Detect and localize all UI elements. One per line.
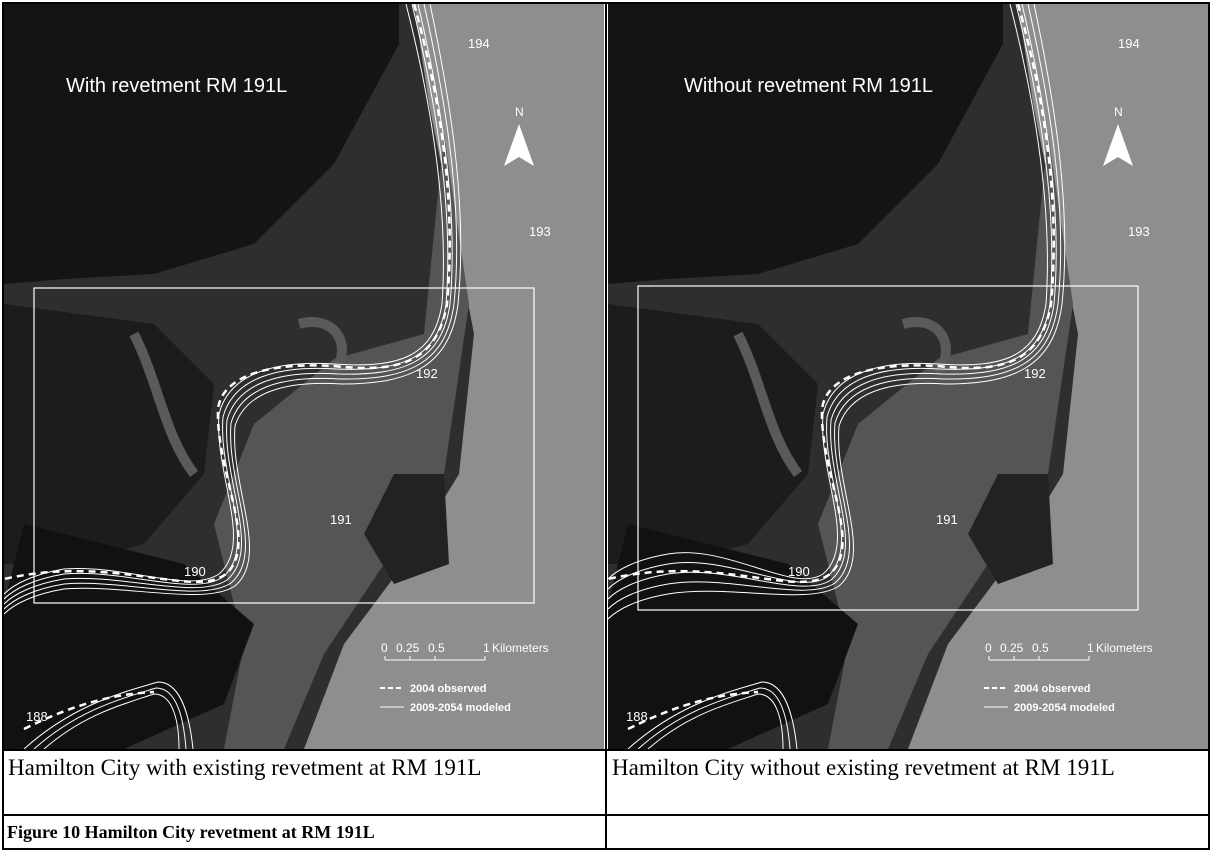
dark-field-area [608, 304, 818, 564]
row-divider [2, 749, 1210, 751]
dark-field-area [4, 524, 254, 749]
svg-text:N: N [1114, 105, 1123, 119]
scale-tick-label: 1 [1087, 641, 1094, 655]
north-arrow-icon: N [1103, 105, 1133, 166]
dark-field-area [4, 304, 214, 564]
map-panel-without-revetment: Without revetment RM 191L 194 193 192 19… [608, 4, 1208, 749]
oxbow-channel [129, 331, 199, 477]
observed-channel-2004 [4, 4, 451, 584]
upland-area [908, 4, 1208, 749]
river-mile-label: 191 [936, 512, 958, 527]
observed-channel-2004 [23, 690, 155, 731]
floodplain-area [818, 134, 1073, 749]
row-divider [2, 814, 1210, 816]
map-title: Without revetment RM 191L [684, 75, 933, 97]
dark-upland-area [4, 4, 399, 284]
scale-tick-label: 0 [985, 641, 992, 655]
river-mile-label: 190 [788, 564, 810, 579]
legend-observed-label: 2004 observed [1014, 683, 1090, 695]
river-mile-label: 192 [1024, 366, 1046, 381]
dark-field-area [608, 524, 858, 749]
svg-text:N: N [515, 105, 524, 119]
river-mile-label: 192 [416, 366, 438, 381]
river-mile-label: 193 [1128, 224, 1150, 239]
map-without-revetment: Without revetment RM 191L 194 193 192 19… [608, 4, 1208, 749]
river-mile-label: 194 [468, 36, 490, 51]
legend: 2004 observed 2009-2054 modeled [380, 683, 511, 714]
scale-tick-label: 1 [483, 641, 490, 655]
study-extent-box [33, 287, 535, 604]
scale-tick-label: 0.5 [1032, 641, 1049, 655]
scale-unit-label: Kilometers [1096, 641, 1153, 655]
scale-tick-label: 0 [381, 641, 388, 655]
observed-channel-2004 [627, 690, 759, 731]
north-arrow-icon: N [504, 105, 534, 166]
river-mile-label: 190 [184, 564, 206, 579]
river-mile-label: 194 [1118, 36, 1140, 51]
floodplain-area [214, 134, 469, 749]
map-with-revetment: With revetment RM 191L 194 193 192 191 1… [4, 4, 604, 749]
legend-modeled-label: 2009-2054 modeled [410, 702, 511, 714]
oxbow-channel [733, 331, 803, 477]
scale-unit-label: Kilometers [492, 641, 549, 655]
upland-area [304, 4, 604, 749]
observed-channel-2004 [608, 4, 1055, 584]
panel-caption-without-revetment: Hamilton City without existing revetment… [612, 755, 1115, 780]
scale-tick-label: 0.25 [1000, 641, 1024, 655]
legend-modeled-label: 2009-2054 modeled [1014, 702, 1115, 714]
river-mile-label: 191 [330, 512, 352, 527]
legend-observed-label: 2004 observed [410, 683, 486, 695]
column-divider [605, 2, 607, 848]
scale-tick-label: 0.5 [428, 641, 445, 655]
modeled-channel-lines [4, 4, 462, 749]
scale-tick-label: 0.25 [396, 641, 420, 655]
scale-bar: 0 0.25 0.5 1 Kilometers [985, 641, 1153, 661]
river-mile-label: 188 [26, 709, 48, 724]
dark-patch [364, 474, 449, 584]
dark-patch [968, 474, 1053, 584]
scale-bar: 0 0.25 0.5 1 Kilometers [381, 641, 549, 661]
study-extent-box [637, 285, 1139, 611]
river-mile-label: 188 [626, 709, 648, 724]
panel-caption-with-revetment: Hamilton City with existing revetment at… [8, 755, 482, 780]
map-title: With revetment RM 191L [66, 75, 287, 97]
dark-upland-area [608, 4, 1003, 284]
legend: 2004 observed 2009-2054 modeled [984, 683, 1115, 714]
modeled-channel-lines [608, 4, 1066, 749]
river-mile-label: 193 [529, 224, 551, 239]
map-panel-with-revetment: With revetment RM 191L 194 193 192 191 1… [4, 4, 604, 749]
figure-caption: Figure 10 Hamilton City revetment at RM … [7, 822, 375, 842]
